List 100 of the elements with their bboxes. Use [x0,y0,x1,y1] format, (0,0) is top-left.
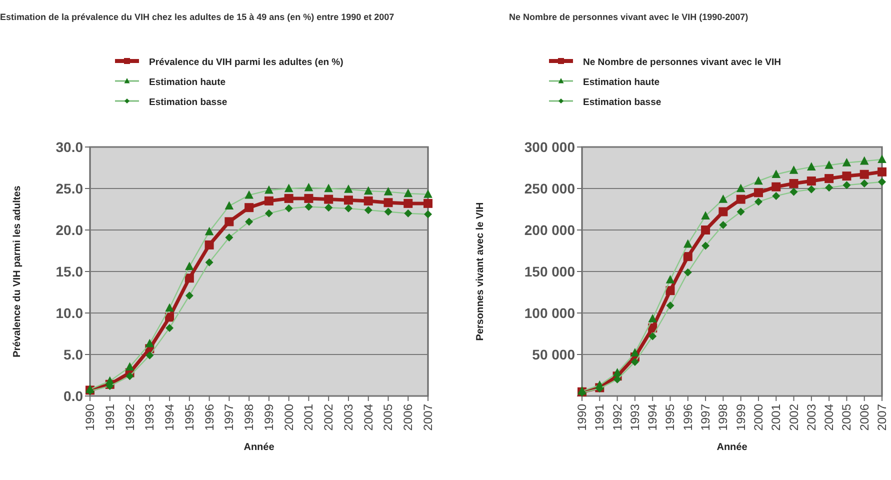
point [125,362,134,371]
point [244,203,254,212]
point [384,208,392,216]
point [146,351,154,360]
x-axis-title: Année [716,442,748,453]
x-tick-label: 2006 [401,404,416,431]
point [736,194,746,204]
point [719,221,728,230]
point [304,194,314,203]
y-tick-label: 250 000 [524,180,576,196]
point [424,190,432,198]
point [825,184,834,192]
point [666,286,675,296]
y-tick-label: 25.0 [56,180,84,196]
point [806,176,816,186]
point [789,179,798,188]
point [185,292,194,300]
point [404,209,412,218]
point [683,239,692,248]
x-tick-label: 1995 [663,404,678,431]
point [772,170,781,178]
x-tick-label: 2004 [822,404,836,431]
y-tick-label: 50 000 [532,346,576,362]
point [185,262,194,270]
point [424,210,432,218]
x-tick-label: 1999 [262,404,276,431]
x-tick-label: 1993 [628,404,642,431]
point [384,198,393,208]
point [630,358,639,366]
point [205,258,214,266]
point [648,314,657,322]
x-tick-label: 2000 [751,404,766,431]
x-tick-label: 1991 [592,404,607,431]
y-tick-label: 300 000 [524,138,576,155]
x-tick-label: 1994 [162,404,177,431]
x-tick-label: 1990 [575,404,589,431]
point [736,184,746,192]
point [324,194,334,204]
point [204,226,214,236]
x-tick-label: 1998 [716,404,730,431]
point [225,233,234,242]
point [165,303,174,312]
legend-label: Estimation basse [149,97,228,108]
point [736,208,745,216]
point [701,211,710,220]
y-axis-title: Personnes vivant avec le VIH [475,202,486,341]
point [344,204,352,212]
point [754,188,763,198]
point [613,375,622,384]
x-tick-label: 1999 [734,404,748,431]
point [304,182,314,192]
point [364,206,372,214]
point [224,201,234,210]
point [648,332,657,340]
y-tick-label: 100 000 [524,304,576,321]
point [666,302,674,310]
point [264,196,274,206]
x-tick-label: 2005 [840,404,854,431]
point [145,338,154,348]
point [824,160,834,169]
point [630,348,640,356]
x-tick-label: 2007 [875,404,889,431]
point [264,185,274,194]
x-tick-label: 1990 [83,404,97,431]
legend-label: Ne Nombre de personnes vivant avec le VIH [583,57,782,68]
point [224,217,234,226]
point [860,180,868,188]
legend-label: Estimation haute [149,77,226,88]
point [824,174,834,184]
point [404,198,413,208]
point [772,192,780,200]
y-axis-title: Prévalence du VIH parmi les adultes [12,185,23,358]
point [245,218,254,226]
point [718,194,728,203]
point [204,240,214,250]
point [126,372,134,380]
y-tick-label: 15.0 [56,263,84,280]
point [878,154,886,164]
legend-label: Estimation haute [583,77,660,88]
point [666,275,675,284]
point [344,184,353,193]
point [264,209,273,218]
point [344,196,353,205]
point [384,187,393,196]
legend-label: Estimation basse [583,97,662,108]
point [878,167,886,176]
x-tick-label: 2004 [361,404,376,431]
point [184,274,194,283]
point [790,188,798,196]
point [789,165,798,174]
y-tick-label: 20.0 [56,222,84,238]
x-tick-label: 2007 [421,404,435,431]
point [284,204,293,212]
point [878,178,886,186]
x-tick-label: 1997 [222,404,236,431]
point [860,170,869,179]
point [244,190,254,199]
point [860,156,869,165]
x-tick-label: 2001 [302,404,316,431]
point [404,188,413,198]
